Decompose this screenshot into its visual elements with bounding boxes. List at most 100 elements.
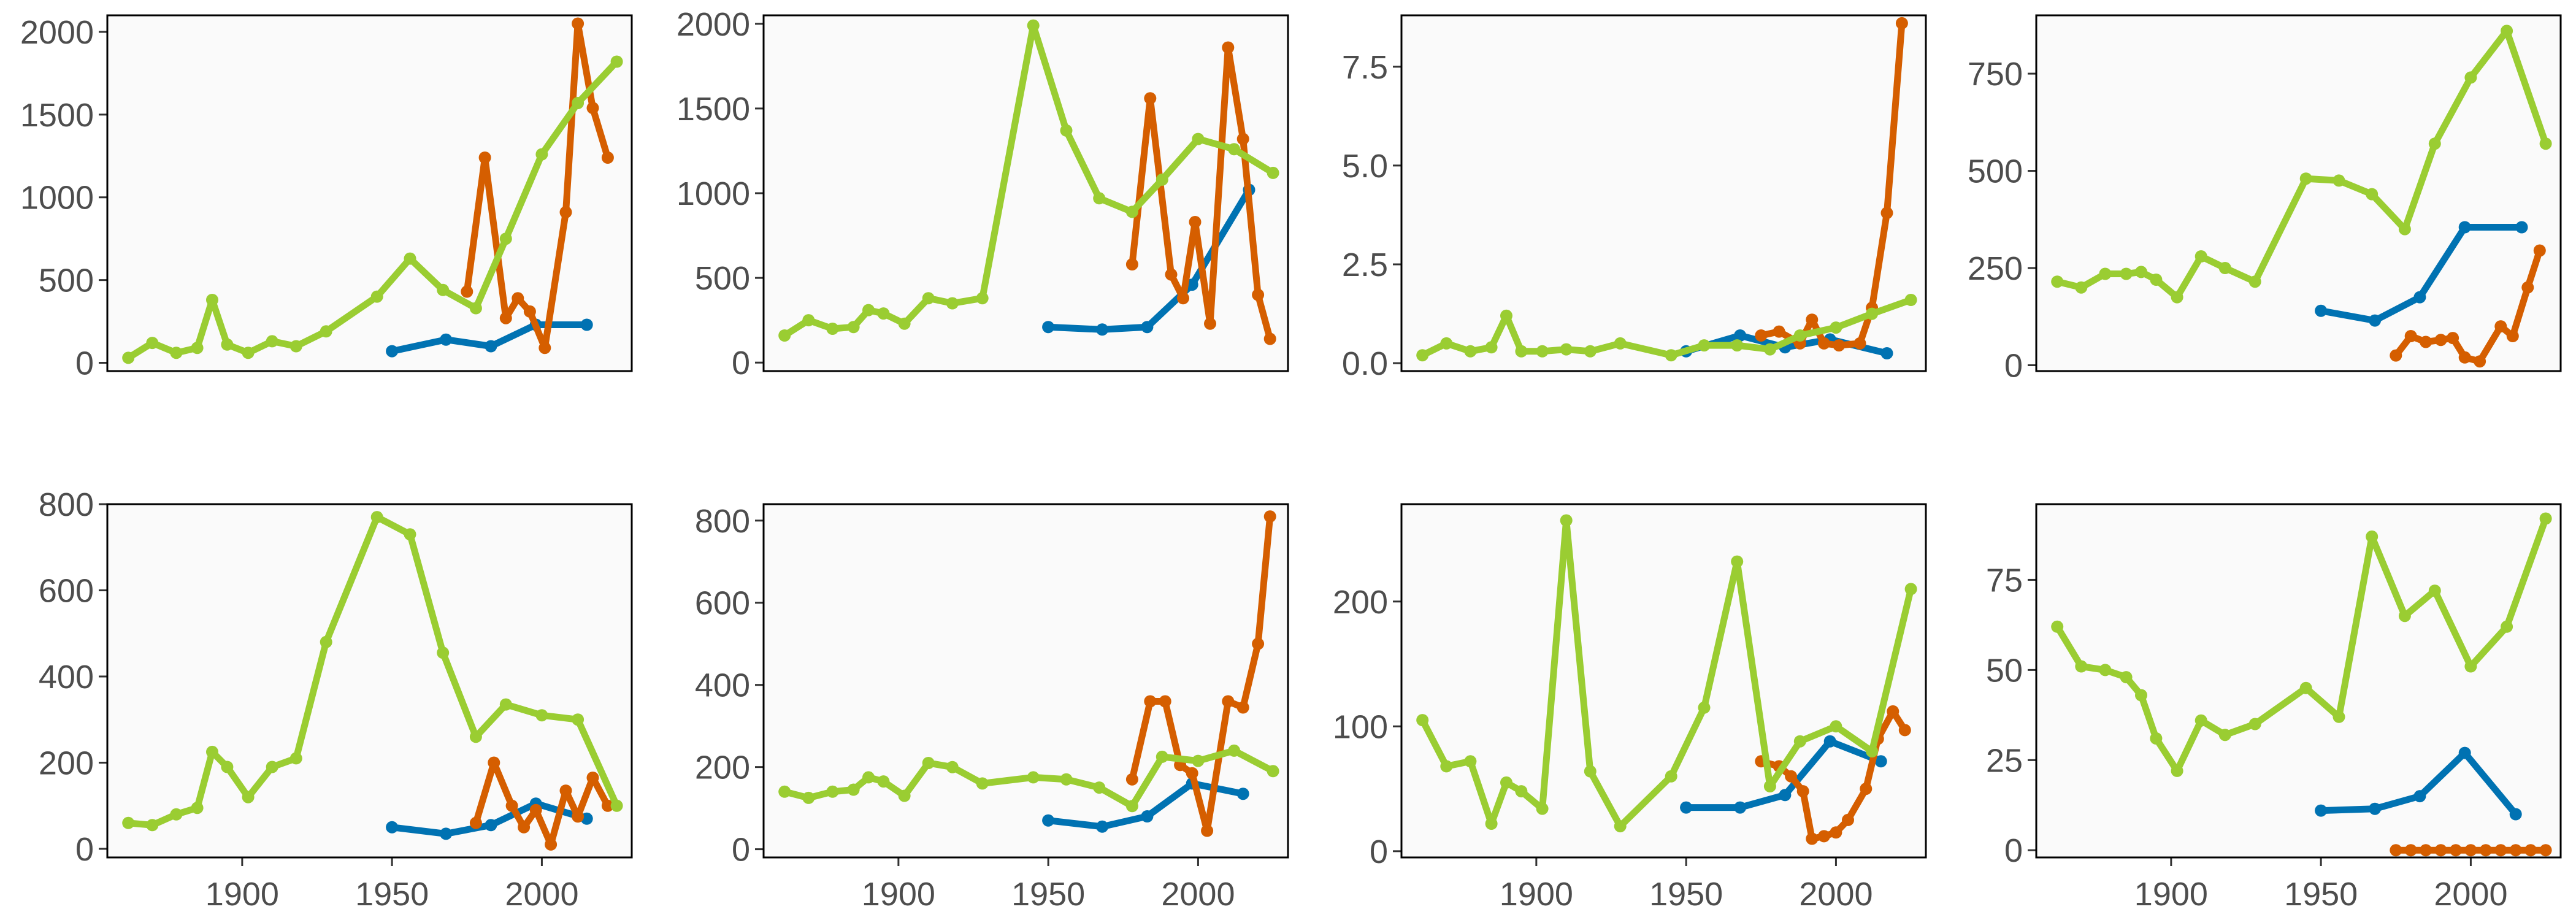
data-point (2195, 714, 2207, 727)
data-point (320, 635, 332, 648)
panel-4: 0 250 500 750 (1968, 14, 2562, 384)
panel-1: 0 500 1000 1500 2000 (20, 14, 633, 382)
data-point (437, 646, 450, 659)
x-tick-label: 1900 (862, 876, 935, 913)
data-point (1823, 735, 1836, 748)
data-point (266, 761, 278, 773)
data-point (1880, 347, 1893, 359)
data-point (461, 285, 473, 298)
data-point (2494, 320, 2507, 333)
data-point (1860, 783, 1873, 795)
x-tick-label: 2000 (1161, 876, 1235, 913)
data-point (1236, 132, 1249, 145)
data-point (1874, 755, 1887, 768)
data-point (1440, 760, 1453, 773)
data-point (2434, 844, 2447, 857)
data-point (1156, 173, 1168, 186)
data-point (1159, 695, 1171, 708)
y-tick-label: 800 (695, 503, 750, 540)
data-point (2398, 610, 2411, 623)
data-point (1734, 329, 1747, 342)
y-tick-label: 0 (1370, 834, 1388, 870)
data-point (170, 808, 183, 821)
data-point (2171, 764, 2183, 777)
data-point (2051, 275, 2064, 288)
data-point (610, 55, 623, 68)
panel-6: 0 200 400 600 800 1900 1950 2000 (695, 503, 1289, 913)
data-point (1500, 776, 1512, 789)
data-point (2420, 335, 2432, 348)
data-point (1156, 750, 1168, 763)
data-point (2120, 267, 2133, 280)
data-point (2315, 804, 2328, 817)
data-point (898, 317, 911, 330)
y-tick-label: 500 (1968, 153, 2023, 190)
data-point (1096, 820, 1109, 833)
y-tick-label: 0 (75, 345, 94, 382)
y-tick-label: 400 (695, 667, 750, 704)
data-point (1584, 765, 1597, 778)
series-3 (1416, 514, 1917, 833)
panel-8: 0 25 50 75 1900 1950 2000 (1986, 503, 2562, 913)
data-point (1165, 268, 1178, 281)
data-point (242, 791, 255, 803)
data-point (2369, 802, 2382, 815)
data-point (2479, 844, 2492, 857)
data-point (539, 342, 551, 355)
data-point (580, 318, 593, 331)
series-1 (1042, 777, 1249, 833)
y-tick-label: 250 (1968, 250, 2023, 287)
y-tick-label: 0.0 (1342, 345, 1388, 382)
data-point (2539, 844, 2552, 857)
data-point (1830, 321, 1842, 334)
data-point (1500, 309, 1512, 322)
data-point (1416, 349, 1429, 362)
panel-3: 0.0 2.5 5.0 7.5 (1342, 14, 1927, 382)
data-point (2195, 250, 2207, 263)
series-3 (1416, 294, 1917, 362)
y-tick-label: 7.5 (1342, 49, 1388, 86)
data-point (1830, 826, 1842, 839)
panel-5: 0 200 400 600 800 1900 1950 2000 (39, 486, 633, 913)
series-1 (2315, 221, 2528, 327)
data-point (1189, 216, 1202, 228)
data-point (535, 709, 548, 722)
data-point (2299, 681, 2312, 694)
panel-frame (106, 14, 633, 372)
data-point (2099, 664, 2112, 677)
data-point (1515, 785, 1528, 798)
series-2 (1125, 510, 1276, 837)
data-point (2450, 844, 2462, 857)
data-point (862, 304, 875, 316)
data-point (2299, 172, 2312, 185)
panel-7: 0 100 200 1900 1950 2000 (1333, 503, 1927, 913)
series-2 (461, 17, 614, 355)
data-point (1236, 788, 1249, 800)
data-point (386, 821, 399, 834)
data-point (2434, 334, 2447, 347)
data-point (2447, 332, 2459, 345)
panel-frame (2035, 14, 2562, 372)
data-point (2218, 262, 2231, 274)
series-line (1419, 517, 1915, 830)
data-point (586, 772, 599, 784)
data-point (2333, 710, 2345, 723)
data-point (2501, 620, 2513, 633)
data-point (1464, 755, 1477, 768)
data-point (1665, 770, 1677, 783)
data-point (535, 148, 548, 161)
y-tick-label: 1500 (677, 91, 750, 128)
data-point (2509, 844, 2522, 857)
data-point (601, 151, 614, 164)
data-point (2428, 137, 2441, 150)
data-point (2413, 790, 2426, 803)
data-point (2533, 244, 2546, 257)
data-point (2135, 689, 2147, 702)
series-line (472, 759, 611, 848)
y-tick-label: 5.0 (1342, 148, 1388, 185)
y-tick-label: 0 (732, 832, 750, 868)
data-point (922, 292, 935, 305)
data-point (847, 321, 860, 334)
data-point (1830, 720, 1842, 733)
y-tick-label: 200 (39, 745, 94, 781)
